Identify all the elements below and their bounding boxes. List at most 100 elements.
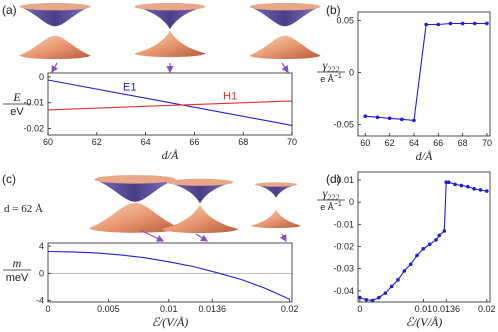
x-tick-label: 0 <box>357 304 362 314</box>
x-tick-label: 68 <box>238 137 248 147</box>
point <box>363 114 368 119</box>
y-axis-unit: meV <box>6 272 29 284</box>
series-line <box>47 79 293 126</box>
point <box>444 180 449 185</box>
point <box>472 187 476 191</box>
x-tick-label: 70 <box>482 138 492 148</box>
x-tick-label: 68 <box>458 138 468 148</box>
x-axis-label: ℰ/(V/Å) <box>406 315 443 329</box>
y-axis-unit: e Å−1 <box>320 73 342 84</box>
panel: 0 0.005 0.01 0.0136 0.0240-4(c)ℰ/(V/Å)mmeVd … <box>2 172 298 329</box>
x-tick-label: 0.005 <box>97 304 120 314</box>
x-tick-label: 60 <box>360 138 370 148</box>
plot-frame <box>47 242 293 303</box>
point <box>485 189 489 193</box>
x-axis-label: ℰ/(V/Å) <box>152 315 189 329</box>
point <box>383 291 388 295</box>
y-axis-label: E <box>12 90 21 104</box>
point <box>448 21 453 26</box>
panel-label: (d) <box>326 172 341 186</box>
point <box>415 253 419 258</box>
series-line <box>47 100 293 111</box>
plot-frame <box>357 11 491 137</box>
x-tick-label: 0.01 <box>160 304 178 314</box>
point <box>389 284 394 289</box>
y-axis-unit: e Å−1 <box>320 201 342 212</box>
series-line <box>365 22 487 121</box>
series-label: H1 <box>223 90 237 102</box>
x-tick-label: 0.01 <box>415 304 433 314</box>
point <box>408 262 413 267</box>
point <box>485 21 489 26</box>
series-line <box>47 250 290 300</box>
y-tick-label: 0 <box>39 268 44 278</box>
subscript: 222 <box>327 65 339 74</box>
x-tick-label: 66 <box>433 138 443 148</box>
y-tick-label: -0.02 <box>333 242 354 252</box>
y-tick-label: 0.01 <box>336 175 354 185</box>
series-label: E1 <box>123 82 136 94</box>
point <box>427 242 432 247</box>
band-illustrations <box>19 2 321 243</box>
y-tick-label: -0.01 <box>333 219 354 229</box>
panel-label: (b) <box>326 3 341 17</box>
point <box>465 184 470 189</box>
x-tick-label: 66 <box>189 137 199 147</box>
point <box>460 21 465 26</box>
point <box>424 22 428 27</box>
x-tick-label: 64 <box>409 138 419 148</box>
unit-exponent: −1 <box>334 73 342 80</box>
x-tick-label: 0.02 <box>281 304 299 314</box>
x-axis-label: d/Å <box>162 148 179 162</box>
x-tick-label: 0.0136 <box>432 304 460 314</box>
point <box>377 295 381 300</box>
point <box>412 118 416 123</box>
panel-label: (a) <box>2 3 17 17</box>
symbol: γ <box>323 58 328 72</box>
annotation: d = 62 Å <box>4 203 43 215</box>
point <box>472 21 477 26</box>
y-tick-label: 0.05 <box>336 15 354 25</box>
y-tick-label: 0 <box>349 197 354 207</box>
symbol: γ <box>323 186 328 200</box>
point <box>442 229 447 233</box>
subscript: 222 <box>327 193 339 202</box>
unit: e Å <box>320 74 334 84</box>
x-tick-label: 62 <box>385 138 395 148</box>
point <box>434 238 438 242</box>
point <box>437 233 442 238</box>
y-tick-label: -0.05 <box>333 120 354 130</box>
point <box>421 246 426 251</box>
y-tick-label: -4 <box>36 296 44 306</box>
panel: 60 62 64 66 68 70 0 -0.01 -0.02 E1 H1 (a) d/Å EeV <box>2 3 297 162</box>
y-axis-label: γ222 <box>323 58 340 74</box>
plot-frame <box>47 72 293 136</box>
point <box>459 183 464 188</box>
x-axis-label: d/Å <box>416 149 433 163</box>
x-tick-label: 64 <box>141 137 151 147</box>
y-axis-label: γ222 <box>323 186 340 202</box>
y-tick-label: 0 <box>39 72 44 82</box>
y-tick-label: 0 <box>349 67 354 77</box>
x-tick-label: 70 <box>287 137 297 147</box>
series-line <box>359 181 487 301</box>
plot-frame <box>357 171 491 303</box>
y-tick-label: -0.03 <box>333 264 354 274</box>
point <box>396 278 400 282</box>
y-tick-label: -0.04 <box>333 286 354 296</box>
y-tick-label: 4 <box>39 241 44 251</box>
unit-exponent: −1 <box>334 201 342 208</box>
unit: e Å <box>320 202 334 212</box>
point <box>446 180 451 185</box>
point <box>436 22 441 27</box>
y-axis-label: m <box>13 256 22 270</box>
x-tick-label: 60 <box>43 137 53 147</box>
panel: 0 0.01 0.0136 0.020.010-0.01-0.02-0.03-0.04… <box>317 171 496 329</box>
point <box>375 115 380 120</box>
point <box>358 295 362 300</box>
point <box>399 117 404 122</box>
y-tick-label: -0.01 <box>23 98 44 108</box>
point <box>370 298 375 303</box>
